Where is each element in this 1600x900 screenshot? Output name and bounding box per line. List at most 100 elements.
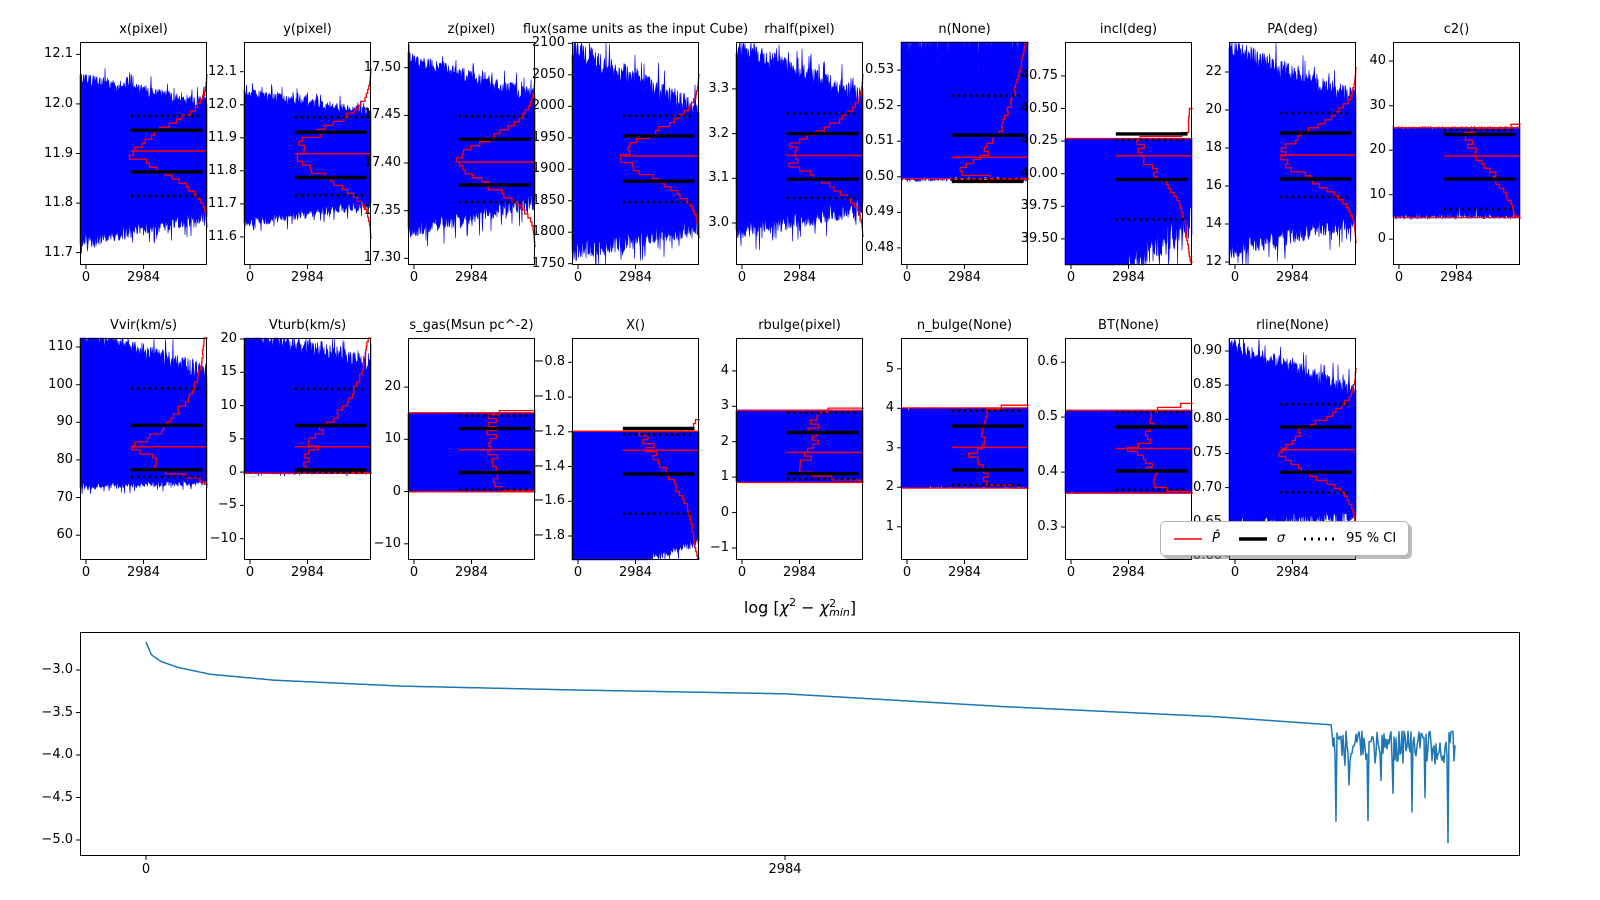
- y-tick-label: 0.49: [865, 204, 894, 220]
- y-tick-label: 2050: [531, 66, 565, 82]
- panel-plot-bt-none: [1061, 338, 1193, 564]
- x-tick-label: 0: [1230, 270, 1240, 285]
- panel-plot-rbulge-pixel: [732, 338, 864, 564]
- y-tick-label: 0.52: [865, 97, 894, 113]
- x-tick-label: 2984: [454, 565, 489, 580]
- chi2-y-tick-label: −5.0: [41, 832, 73, 848]
- x-tick-label: 2984: [782, 565, 817, 580]
- y-tick-label: 1: [720, 469, 729, 485]
- y-tick-label: 2: [720, 433, 729, 449]
- x-tick-label: 0: [245, 270, 255, 285]
- y-tick-label: 0: [392, 483, 401, 499]
- panel-plot-x-pixel: [76, 42, 208, 269]
- y-tick-label: 10: [384, 431, 401, 447]
- x-tick-label: 0: [1066, 565, 1076, 580]
- y-tick-label: 11.8: [44, 195, 73, 211]
- y-tick-label: −1.2: [533, 423, 565, 439]
- x-tick-label: 2984: [126, 270, 161, 285]
- panel-title: Vturb(km/s): [268, 318, 347, 333]
- y-tick-label: 0: [1377, 231, 1386, 247]
- panel-plot-s-gas-msun-pc-2: [404, 338, 536, 564]
- panel-title: incl(deg): [1099, 22, 1158, 37]
- x-tick-label: 0: [737, 565, 747, 580]
- y-tick-label: 11.8: [208, 162, 237, 178]
- x-tick-label: 2984: [454, 270, 489, 285]
- y-tick-label: 11.9: [208, 129, 237, 145]
- y-tick-label: 12: [1205, 253, 1222, 269]
- panel-plot-rline-none: [1225, 337, 1357, 564]
- legend-item-posterior: P̂: [1173, 531, 1220, 546]
- chi2-y-tick-label: −3.5: [41, 704, 73, 720]
- chi2-y-tick-label: −3.0: [41, 661, 73, 677]
- y-tick-label: 1900: [531, 161, 565, 177]
- y-tick-label: −1: [709, 539, 729, 555]
- y-tick-label: 1800: [531, 224, 565, 240]
- chi2-x-tick-label: 0: [141, 862, 151, 877]
- x-tick-label: 2984: [1275, 270, 1310, 285]
- y-tick-label: 0.85: [1193, 377, 1222, 393]
- y-tick-label: 18: [1205, 139, 1222, 155]
- y-tick-label: −10: [373, 535, 401, 551]
- y-tick-label: 20: [220, 330, 237, 346]
- chi2-plot-svg: [76, 632, 1520, 860]
- y-tick-label: 0.90: [1193, 342, 1222, 358]
- x-tick-label: 2984: [947, 270, 982, 285]
- y-tick-label: −5: [217, 497, 237, 513]
- panel-plot-n-bulge-none: [897, 338, 1029, 564]
- x-tick-label: 2984: [126, 565, 161, 580]
- x-tick-label: 0: [902, 270, 912, 285]
- y-tick-label: 11.9: [44, 145, 73, 161]
- x-tick-label: 0: [1066, 270, 1076, 285]
- x-tick-label: 0: [245, 565, 255, 580]
- y-tick-label: −0.8: [533, 354, 565, 370]
- y-tick-label: 3.2: [708, 125, 729, 141]
- y-tick-label: 3: [885, 439, 894, 455]
- y-tick-label: 40.00: [1020, 165, 1058, 181]
- y-tick-label: 5: [885, 360, 894, 376]
- black-thick-line-icon: [1238, 536, 1267, 541]
- y-tick-label: 12.0: [44, 95, 73, 111]
- panel-plot-flux-same-units-as-the-input-cube: [568, 41, 700, 269]
- y-tick-label: 90: [56, 414, 73, 430]
- y-tick-label: 39.75: [1020, 198, 1058, 214]
- y-tick-label: 0.70: [1193, 479, 1222, 495]
- y-tick-label: 0.75: [1193, 445, 1222, 461]
- panel-plot-vturb-km-s: [240, 337, 372, 564]
- x-tick-label: 0: [81, 565, 91, 580]
- y-tick-label: −10: [209, 530, 237, 546]
- y-tick-label: 39.50: [1020, 230, 1058, 246]
- y-tick-label: 3.1: [708, 170, 729, 186]
- y-tick-label: 20: [1205, 102, 1222, 117]
- y-tick-label: 80: [56, 451, 73, 467]
- y-tick-label: 1750: [531, 255, 565, 271]
- panel-plot-x: [568, 338, 700, 564]
- x-tick-label: 2984: [1439, 270, 1474, 285]
- y-tick-label: 15: [220, 364, 237, 380]
- x-tick-label: 0: [737, 270, 747, 285]
- panel-title: rline(None): [1256, 318, 1329, 333]
- y-tick-label: 12.1: [208, 63, 237, 79]
- panel-title: flux(same units as the input Cube): [522, 22, 749, 37]
- panel-title: n(None): [938, 22, 991, 37]
- y-tick-label: 3.0: [708, 214, 729, 230]
- panel-title: n_bulge(None): [916, 318, 1013, 333]
- y-tick-label: 17.40: [363, 155, 401, 171]
- y-tick-label: 40: [1369, 53, 1386, 69]
- x-tick-label: 2984: [782, 270, 817, 285]
- chi2-y-tick-label: −4.0: [41, 747, 73, 762]
- y-tick-label: 4: [885, 400, 894, 416]
- panel-plot-vvir-km-s: [76, 337, 208, 564]
- y-tick-label: 2000: [531, 98, 565, 114]
- y-tick-label: 40.50: [1020, 100, 1058, 116]
- x-tick-label: 2984: [290, 270, 325, 285]
- y-tick-label: 0.4: [1037, 464, 1058, 480]
- y-tick-label: 10: [1369, 186, 1386, 202]
- chi2-title: log [χ2 − χ 2 min]: [743, 596, 857, 619]
- panel-plot-incl-deg: [1061, 42, 1193, 269]
- chi2-x-tick-label: 2984: [768, 862, 802, 877]
- panel-title: PA(deg): [1267, 22, 1318, 37]
- y-tick-label: 2100: [531, 35, 565, 51]
- y-tick-label: 4: [720, 362, 729, 378]
- panel-plot-c2: [1389, 42, 1521, 269]
- y-tick-label: 40.25: [1020, 133, 1058, 149]
